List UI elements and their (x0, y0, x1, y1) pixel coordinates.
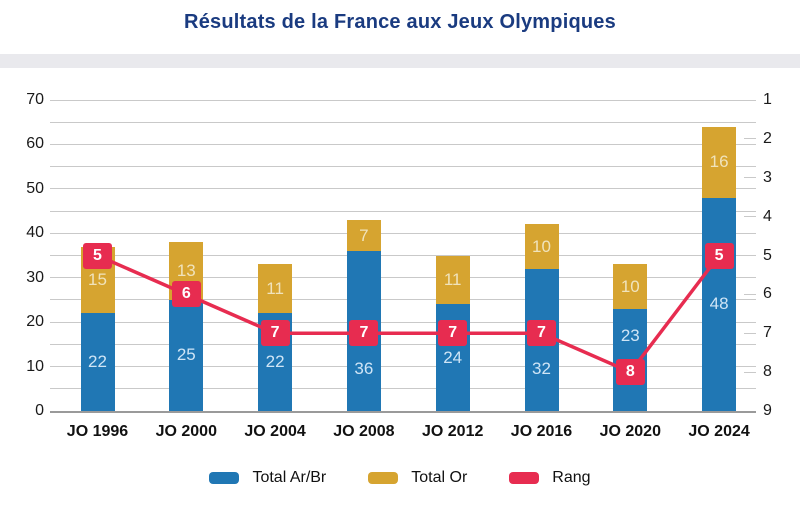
x-axis-category-label: JO 2000 (155, 423, 217, 440)
page-title: Résultats de la France aux Jeux Olympiqu… (184, 11, 616, 33)
rank-marker: 7 (349, 320, 379, 347)
rank-marker: 5 (83, 242, 112, 269)
bar-value-total-ar-br: 25 (176, 345, 196, 365)
right-axis-tick-label: 6 (763, 285, 772, 303)
left-axis-tick-label: 10 (26, 357, 44, 375)
gridline (50, 210, 756, 212)
right-axis-tick (744, 177, 756, 179)
bar-value-total-or: 10 (532, 236, 551, 256)
gridline (50, 166, 756, 168)
rank-marker: 5 (704, 242, 734, 269)
right-axis-tick-label: 1 (763, 91, 772, 108)
gridline (50, 366, 756, 368)
legend-swatch-icon (509, 472, 540, 484)
chart-legend: Total Ar/Br Total Or Rang (0, 466, 800, 490)
bar-value-total-or: 7 (359, 225, 369, 245)
bar-value-total-ar-br: 22 (88, 352, 107, 372)
gridline (50, 143, 756, 145)
rank-marker: 7 (438, 320, 468, 347)
left-axis-tick-label: 40 (26, 224, 44, 242)
bar-value-total-or: 10 (620, 276, 640, 296)
left-axis-tick-label: 20 (26, 313, 44, 331)
bar-value-total-ar-br: 36 (354, 359, 374, 379)
x-axis-category-label: JO 1996 (66, 423, 129, 440)
rank-marker: 6 (171, 281, 201, 308)
right-axis-tick (744, 293, 756, 295)
legend-swatch-icon (368, 472, 399, 484)
gridline (50, 121, 756, 123)
bar-value-total-ar-br: 22 (265, 352, 285, 372)
right-axis-tick-label: 3 (763, 168, 772, 186)
bar-value-total-ar-br: 24 (443, 347, 463, 367)
right-axis-tick-label: 2 (763, 129, 772, 147)
right-axis-tick (744, 371, 756, 373)
bar-value-total-ar-br: 23 (620, 326, 640, 346)
right-axis-tick (744, 332, 756, 334)
left-axis-tick-label: 50 (26, 179, 44, 197)
x-axis-category-label: JO 2024 (688, 423, 750, 440)
bar-value-total-ar-br: 32 (532, 359, 551, 379)
gridline (50, 188, 756, 190)
right-axis-tick (744, 216, 756, 218)
legend-label: Rang (552, 469, 591, 486)
gridline (50, 99, 756, 101)
left-axis-tick-label: 30 (26, 268, 44, 286)
title-underline-band (0, 54, 800, 68)
left-axis-tick-label: 70 (26, 91, 44, 108)
gridline (50, 388, 756, 390)
bar-segment-total-or (702, 126, 737, 198)
x-axis-category-label: JO 2012 (421, 423, 484, 440)
left-axis-tick-label: 60 (26, 135, 44, 153)
gridline (50, 299, 756, 301)
right-axis-tick-label: 5 (763, 246, 772, 264)
bar-value-total-or: 16 (709, 152, 729, 172)
right-axis-tick-label: 4 (763, 207, 772, 225)
legend-swatch-icon (209, 472, 240, 484)
legend-item-total-ar-br[interactable]: Total Ar/Br (209, 469, 326, 487)
right-axis-tick (744, 138, 756, 140)
gridline (50, 321, 756, 323)
rank-marker: 7 (527, 320, 556, 347)
legend-label: Total Or (411, 469, 468, 486)
x-axis-category-label: JO 2016 (510, 423, 573, 440)
x-axis-category-label: JO 2020 (599, 423, 661, 440)
x-axis-category-label: JO 2008 (333, 423, 395, 440)
x-axis-line (50, 411, 756, 413)
right-axis-tick-label: 9 (763, 402, 772, 419)
left-axis-tick-label: 0 (35, 402, 44, 419)
bar-value-total-or: 13 (176, 261, 196, 281)
right-axis-tick-label: 7 (763, 324, 772, 342)
rank-marker: 7 (260, 320, 290, 347)
bar-value-total-or: 11 (443, 269, 462, 289)
right-axis-tick-label: 8 (763, 363, 772, 381)
x-axis-category-label: JO 2004 (244, 423, 306, 440)
bar-value-total-ar-br: 48 (709, 294, 729, 314)
legend-label: Total Ar/Br (252, 469, 327, 486)
bar-value-total-or: 15 (88, 269, 107, 289)
legend-item-rang[interactable]: Rang (509, 469, 591, 487)
gridline (50, 232, 756, 234)
rank-marker: 8 (615, 359, 645, 386)
bar-segment-total-or (346, 219, 381, 252)
legend-item-total-or[interactable]: Total Or (368, 469, 467, 487)
bar-value-total-or: 11 (266, 278, 284, 298)
gridline (50, 255, 756, 256)
right-axis-tick (744, 99, 756, 101)
right-axis-tick (744, 255, 756, 256)
